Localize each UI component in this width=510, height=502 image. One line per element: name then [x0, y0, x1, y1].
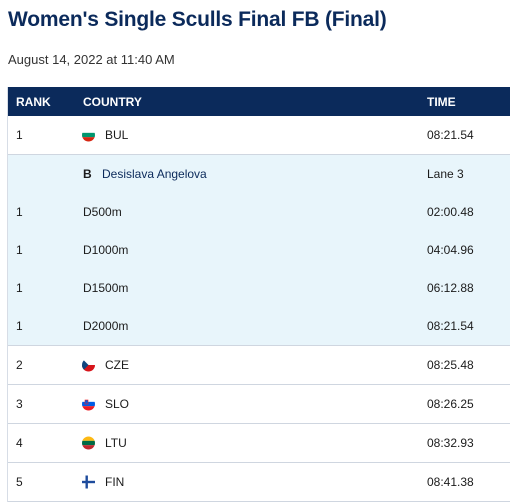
rank-cell: 1 [16, 319, 23, 333]
rank-cell: 5 [16, 475, 23, 489]
rank-cell: 4 [16, 436, 23, 450]
athlete-row: B Desislava Angelova Lane 3 [8, 155, 510, 193]
time-cell: 04:04.96 [427, 243, 474, 257]
split-distance: D500m [83, 205, 122, 219]
split-row: 1 D1000m 04:04.96 [8, 231, 510, 269]
rank-cell: 2 [16, 358, 23, 372]
split-row: 1 D500m 02:00.48 [8, 193, 510, 231]
country-cell: FIN [105, 475, 125, 489]
country-cell: LTU [105, 436, 127, 450]
table-row[interactable]: 5 FIN 08:41.38 [8, 463, 510, 502]
athlete-name-link[interactable]: Desislava Angelova [102, 167, 207, 181]
table-row[interactable]: 1 BUL 08:21.54 [8, 116, 510, 155]
time-cell: 08:26.25 [427, 397, 474, 411]
table-row[interactable]: 3 SLO 08:26.25 [8, 385, 510, 424]
race-datetime: August 14, 2022 at 11:40 AM [8, 52, 175, 67]
page-title: Women's Single Sculls Final FB (Final) [8, 8, 387, 31]
rank-cell: 1 [16, 243, 23, 257]
table-header: RANK COUNTRY TIME [8, 87, 510, 116]
time-cell: 08:25.48 [427, 358, 474, 372]
split-row: 1 D1500m 06:12.88 [8, 269, 510, 307]
country-cell: BUL [105, 128, 129, 142]
rank-cell: 1 [16, 128, 23, 142]
bul-flag-icon [82, 128, 95, 142]
time-cell: 02:00.48 [427, 205, 474, 219]
rank-cell: 1 [16, 205, 23, 219]
split-distance: D2000m [83, 319, 129, 333]
time-cell: 08:21.54 [427, 319, 474, 333]
table-row[interactable]: 2 CZE 08:25.48 [8, 346, 510, 385]
split-row: 1 D2000m 08:21.54 [8, 307, 510, 346]
results-table: RANK COUNTRY TIME 1 BUL 08:21.54 B Desis… [7, 87, 510, 502]
cze-flag-icon [82, 358, 95, 372]
time-cell: 08:41.38 [427, 475, 474, 489]
split-distance: D1500m [83, 281, 129, 295]
time-cell: 06:12.88 [427, 281, 474, 295]
ltu-flag-icon [82, 436, 95, 450]
split-distance: D1000m [83, 243, 129, 257]
time-cell: 08:32.93 [427, 436, 474, 450]
table-row[interactable]: 4 LTU 08:32.93 [8, 424, 510, 463]
header-country: COUNTRY [83, 95, 142, 109]
slo-flag-icon [82, 397, 95, 411]
rank-cell: 3 [16, 397, 23, 411]
country-cell: CZE [105, 358, 129, 372]
fin-flag-icon [82, 475, 95, 489]
header-time: TIME [427, 95, 456, 109]
header-rank: RANK [16, 95, 51, 109]
country-cell: SLO [105, 397, 130, 411]
rank-cell: 1 [16, 281, 23, 295]
time-cell: 08:21.54 [427, 128, 474, 142]
boat-position: B [83, 167, 92, 181]
lane-cell: Lane 3 [427, 167, 464, 181]
